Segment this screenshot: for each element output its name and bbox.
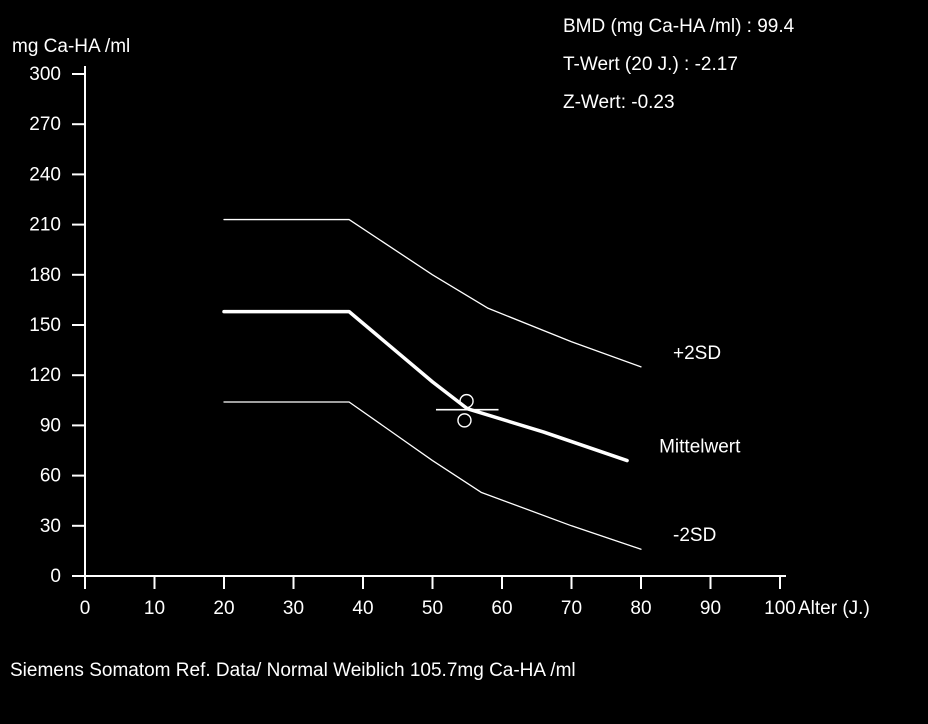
reference-data-caption: Siemens Somatom Ref. Data/ Normal Weibli… — [10, 660, 576, 681]
y-tick-label: 60 — [40, 466, 61, 487]
y-tick-label: 210 — [29, 215, 61, 236]
x-tick-label: 90 — [700, 598, 721, 619]
y-tick-label: 300 — [29, 64, 61, 85]
x-tick-label: 10 — [144, 598, 165, 619]
bmd-value-line: BMD (mg Ca-HA /ml) : 99.4 — [563, 16, 795, 37]
curve--2SD — [223, 401, 642, 550]
curve-label: Mittelwert — [659, 437, 741, 458]
x-tick-label: 50 — [422, 598, 443, 619]
y-axis-title: mg Ca-HA /ml — [12, 36, 131, 57]
x-tick-label: 100 — [764, 598, 796, 619]
x-tick-label: 70 — [561, 598, 582, 619]
y-tick-label: 90 — [40, 415, 61, 436]
result-info-block: BMD (mg Ca-HA /ml) : 99.4 T-Wert (20 J.)… — [563, 8, 794, 122]
x-tick-label: 20 — [213, 598, 234, 619]
y-tick-label: 120 — [29, 365, 61, 386]
y-tick-label: 270 — [29, 114, 61, 135]
y-tick-label: 240 — [29, 164, 61, 185]
y-tick-label: 30 — [40, 516, 61, 537]
patient-point-marker — [457, 413, 472, 428]
curve-label: +2SD — [673, 343, 721, 364]
x-tick-label: 80 — [630, 598, 651, 619]
curve-Mittelwert — [222, 309, 629, 463]
x-tick-label: 40 — [352, 598, 373, 619]
curve-label: -2SD — [673, 525, 716, 546]
patient-point-marker — [459, 393, 474, 409]
z-score-line: Z-Wert: -0.23 — [563, 92, 675, 113]
y-tick-label: 0 — [50, 566, 61, 587]
curve-+2SD — [223, 218, 642, 368]
x-tick-label: 30 — [283, 598, 304, 619]
x-axis-title: Alter (J.) — [798, 598, 870, 619]
y-tick-label: 180 — [29, 265, 61, 286]
x-tick-label: 60 — [491, 598, 512, 619]
t-score-line: T-Wert (20 J.) : -2.17 — [563, 54, 738, 75]
y-tick-label: 150 — [29, 315, 61, 336]
x-tick-label: 0 — [80, 598, 91, 619]
